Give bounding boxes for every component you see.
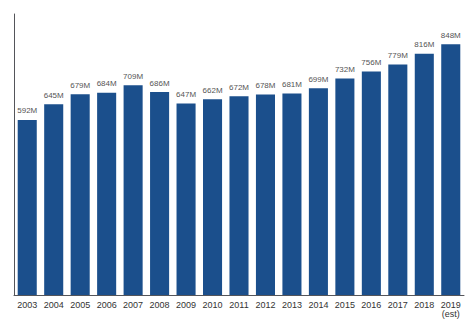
svg-text:732M: 732M: [335, 65, 355, 74]
svg-text:2010: 2010: [203, 300, 223, 310]
svg-text:779M: 779M: [388, 51, 408, 60]
svg-text:2016: 2016: [361, 300, 381, 310]
svg-text:679M: 679M: [70, 81, 90, 90]
svg-text:(est): (est): [442, 309, 460, 319]
svg-text:592M: 592M: [17, 106, 37, 115]
svg-text:699M: 699M: [308, 75, 328, 84]
svg-text:2019: 2019: [440, 299, 461, 310]
svg-text:2009: 2009: [176, 300, 196, 310]
svg-text:2012: 2012: [255, 300, 275, 310]
svg-text:645M: 645M: [44, 91, 64, 100]
svg-text:662M: 662M: [203, 86, 223, 95]
svg-text:2006: 2006: [97, 300, 117, 310]
svg-text:709M: 709M: [123, 72, 143, 81]
svg-text:681M: 681M: [282, 80, 302, 89]
svg-text:684M: 684M: [97, 79, 117, 88]
svg-text:2008: 2008: [150, 300, 170, 310]
svg-text:678M: 678M: [255, 81, 275, 90]
svg-text:2013: 2013: [282, 300, 302, 310]
svg-text:2004: 2004: [44, 300, 64, 310]
svg-text:756M: 756M: [361, 58, 381, 67]
svg-text:2018: 2018: [414, 300, 434, 310]
svg-text:816M: 816M: [414, 40, 434, 49]
svg-text:2015: 2015: [335, 300, 355, 310]
svg-text:647M: 647M: [176, 90, 196, 99]
svg-text:672M: 672M: [229, 83, 249, 92]
svg-text:2014: 2014: [308, 300, 328, 310]
svg-text:2005: 2005: [70, 300, 90, 310]
svg-text:2011: 2011: [229, 300, 248, 310]
svg-text:686M: 686M: [150, 79, 170, 88]
svg-text:2003: 2003: [17, 300, 37, 310]
svg-text:2007: 2007: [123, 300, 143, 310]
svg-text:2017: 2017: [388, 300, 408, 310]
svg-text:848M: 848M: [441, 31, 461, 40]
